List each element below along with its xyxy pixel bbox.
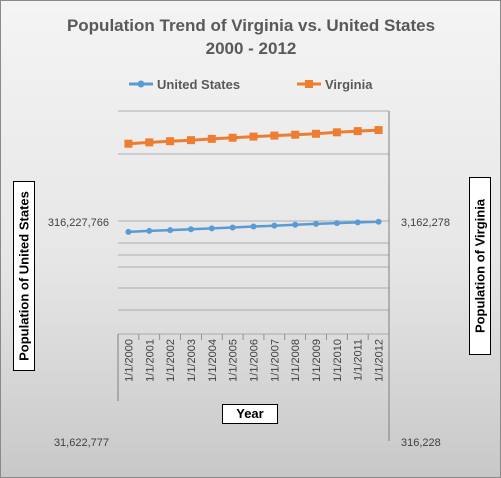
data-point — [270, 131, 279, 140]
y-axis-right-title: Population of Virginia — [469, 177, 491, 355]
x-tick-label: 1/1/2007 — [269, 339, 281, 382]
data-point — [333, 220, 340, 227]
data-point — [312, 129, 321, 138]
series-united-states — [125, 218, 382, 235]
x-tick-label: 1/1/2009 — [311, 339, 323, 382]
y-axis-left-title: Population of United States — [13, 181, 35, 371]
data-point — [249, 132, 258, 141]
data-point — [292, 221, 299, 228]
x-tick-label: 1/1/2001 — [144, 339, 156, 382]
data-point — [208, 225, 215, 232]
data-point — [229, 224, 236, 231]
data-point — [291, 130, 300, 139]
legend-marker-united-states — [137, 80, 145, 88]
legend-marker-virginia — [305, 80, 313, 88]
legend: United States Virginia — [129, 77, 373, 92]
data-point — [332, 128, 341, 137]
data-point — [186, 136, 195, 145]
x-tick-label: 1/1/2011 — [353, 339, 365, 381]
data-point — [353, 127, 362, 136]
y-right-tick-label-top: 3,162,278 — [401, 217, 450, 229]
y-right-tick-label-bottom: 316,228 — [401, 437, 441, 449]
y-axis-left-title-text: Population of United States — [16, 191, 32, 361]
x-tick-labels: 1/1/2000 1/1/2001 1/1/2002 1/1/2003 1/1/2004… — [117, 334, 390, 382]
x-tick-label: 1/1/2010 — [332, 339, 344, 382]
axes — [117, 111, 390, 441]
x-axis-title: Year — [222, 404, 278, 424]
y-axis-right-title-text: Population of Virginia — [472, 198, 488, 334]
data-point — [375, 218, 382, 225]
legend-label-united-states: United States — [157, 77, 240, 92]
chart-title-line-2: 2000 - 2012 — [206, 39, 297, 58]
x-tick-label: 1/1/2005 — [228, 339, 240, 382]
x-tick-label: 1/1/2000 — [123, 339, 135, 382]
series-virginia — [124, 126, 383, 148]
data-point — [167, 227, 174, 234]
legend-label-virginia: Virginia — [325, 77, 373, 92]
data-point — [124, 139, 133, 148]
data-point — [207, 134, 216, 143]
x-tick-label: 1/1/2006 — [249, 339, 261, 382]
data-point — [271, 222, 278, 229]
x-tick-label: 1/1/2002 — [165, 339, 177, 382]
data-point — [354, 219, 361, 226]
data-point — [228, 133, 237, 142]
chart-title-line-1: Population Trend of Virginia vs. United … — [67, 16, 435, 35]
data-point — [145, 138, 154, 147]
gridlines — [118, 110, 389, 335]
data-point — [187, 226, 194, 233]
x-tick-label: 1/1/2004 — [207, 339, 219, 382]
data-point — [250, 223, 257, 230]
x-tick-label: 1/1/2012 — [374, 339, 386, 382]
y-left-tick-labels: 316,227,766 31,622,777 — [48, 217, 109, 449]
data-point — [374, 126, 383, 135]
x-tick-label: 1/1/2008 — [290, 339, 302, 382]
y-left-tick-label-bottom: 31,622,777 — [54, 437, 109, 449]
data-point — [146, 227, 153, 234]
x-tick-label: 1/1/2003 — [186, 339, 198, 382]
data-point — [313, 220, 320, 227]
y-right-tick-labels: 3,162,278 316,228 — [401, 217, 450, 449]
y-left-tick-label-top: 316,227,766 — [48, 217, 109, 229]
data-point — [166, 137, 175, 146]
data-point — [125, 228, 132, 235]
